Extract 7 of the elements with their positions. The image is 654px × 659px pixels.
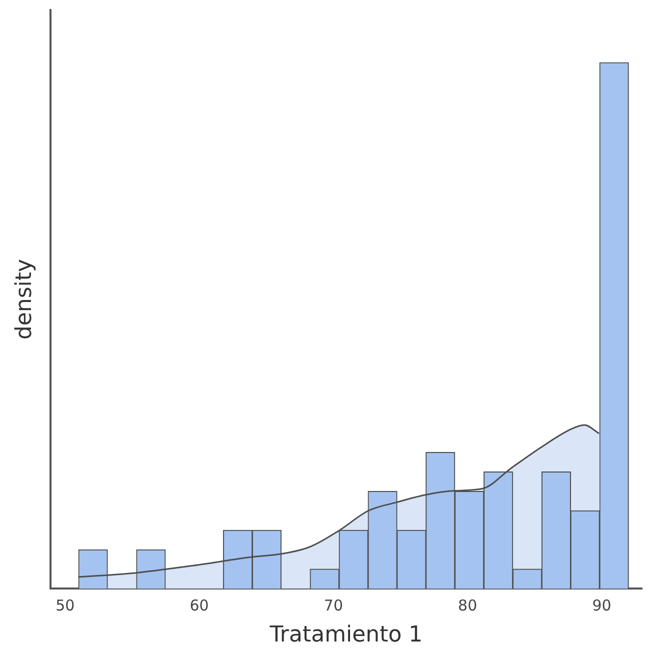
x-tick-label: 60: [190, 596, 209, 614]
y-axis-title: density: [12, 258, 37, 340]
x-tick-label: 70: [324, 596, 344, 614]
x-axis-title: Tratamiento 1: [268, 622, 423, 648]
x-tick-label: 90: [592, 596, 612, 614]
x-tick-label: 80: [458, 596, 478, 614]
x-tick-label: 50: [56, 596, 75, 614]
